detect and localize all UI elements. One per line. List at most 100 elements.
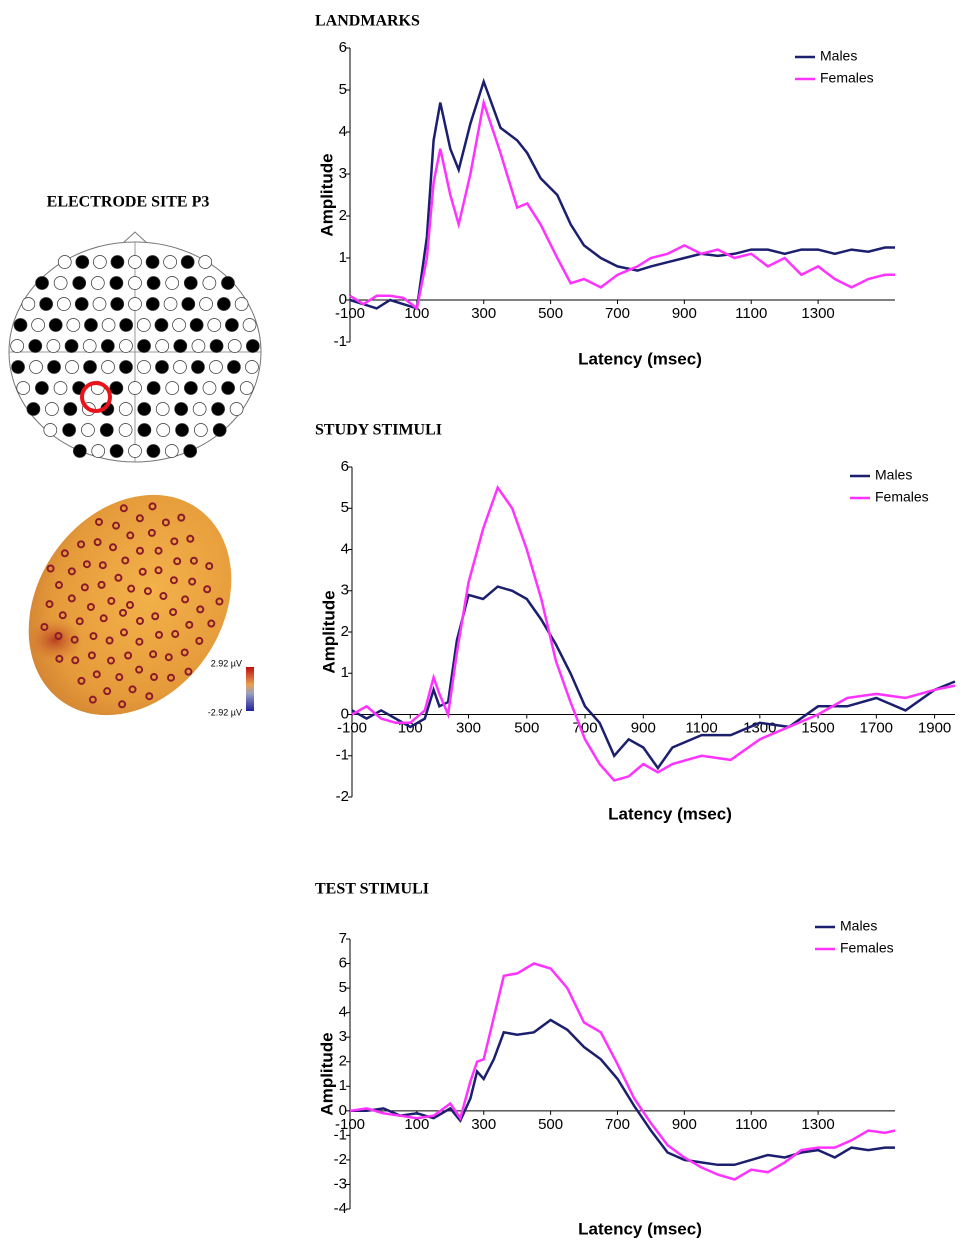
electrode bbox=[64, 403, 77, 416]
x-tick-label: 700 bbox=[605, 1116, 630, 1133]
electrode bbox=[155, 319, 168, 332]
electrode bbox=[102, 319, 115, 332]
electrode bbox=[110, 277, 123, 290]
electrode bbox=[14, 319, 27, 332]
electrode bbox=[102, 361, 115, 374]
y-tick-label: 2 bbox=[341, 623, 349, 640]
electrode bbox=[228, 340, 241, 353]
electrode bbox=[235, 298, 248, 311]
electrode bbox=[212, 403, 225, 416]
series-line bbox=[350, 103, 895, 309]
legend-label: Males bbox=[840, 918, 877, 934]
electrode bbox=[119, 340, 132, 353]
electrode bbox=[84, 361, 97, 374]
electrode bbox=[156, 340, 169, 353]
electrode bbox=[165, 445, 178, 458]
electrode bbox=[81, 424, 94, 437]
color-scale bbox=[246, 667, 254, 711]
electrode bbox=[36, 277, 49, 290]
electrode bbox=[54, 277, 67, 290]
y-tick-label: 5 bbox=[339, 979, 347, 996]
scale-max: 2.92 µV bbox=[211, 658, 242, 668]
electrode bbox=[240, 382, 253, 395]
electrode bbox=[174, 340, 187, 353]
x-tick-label: 500 bbox=[538, 305, 563, 322]
x-tick-label: 900 bbox=[631, 719, 656, 736]
electrode bbox=[164, 256, 177, 269]
y-axis-label: Amplitude bbox=[317, 153, 336, 236]
electrode bbox=[147, 277, 160, 290]
electrode bbox=[29, 340, 42, 353]
electrode bbox=[65, 340, 78, 353]
electrode bbox=[66, 361, 79, 374]
legend-label: Males bbox=[875, 467, 912, 483]
x-axis-label: Latency (msec) bbox=[578, 1219, 702, 1238]
electrode bbox=[73, 277, 86, 290]
electrode bbox=[63, 424, 76, 437]
x-tick-label: 1700 bbox=[860, 719, 893, 736]
y-tick-label: 6 bbox=[341, 458, 349, 475]
x-tick-label: 900 bbox=[672, 1116, 697, 1133]
electrode bbox=[157, 424, 170, 437]
x-tick-label: 700 bbox=[605, 305, 630, 322]
chart-title: LANDMARKS bbox=[315, 13, 420, 30]
electrode bbox=[45, 403, 58, 416]
electrode bbox=[83, 340, 96, 353]
electrode bbox=[181, 256, 194, 269]
electrode bbox=[67, 319, 80, 332]
series-line bbox=[352, 587, 955, 769]
electrode bbox=[91, 277, 104, 290]
x-tick-label: -100 bbox=[335, 305, 365, 322]
x-axis-label: Latency (msec) bbox=[578, 349, 702, 368]
electrode bbox=[213, 424, 226, 437]
electrode bbox=[44, 424, 57, 437]
electrode bbox=[184, 382, 197, 395]
electrode bbox=[76, 256, 89, 269]
electrode bbox=[110, 382, 123, 395]
electrode bbox=[176, 424, 189, 437]
y-tick-label: -2 bbox=[334, 1151, 347, 1168]
x-tick-label: -100 bbox=[337, 719, 367, 736]
legend-label: Females bbox=[840, 940, 894, 956]
electrode bbox=[155, 361, 168, 374]
electrode bbox=[210, 340, 223, 353]
electrode bbox=[147, 382, 160, 395]
electrode bbox=[129, 277, 142, 290]
electrode bbox=[209, 361, 222, 374]
x-tick-label: 1300 bbox=[801, 1116, 834, 1133]
electrode bbox=[35, 382, 48, 395]
electrode bbox=[173, 361, 186, 374]
chart-title: TEST STIMULI bbox=[315, 881, 429, 898]
y-tick-label: 1 bbox=[341, 664, 349, 681]
electrode bbox=[246, 340, 259, 353]
legend-label: Females bbox=[875, 489, 929, 505]
x-tick-label: 300 bbox=[471, 1116, 496, 1133]
electrode bbox=[111, 298, 124, 311]
x-tick-label: 900 bbox=[672, 305, 697, 322]
electrode bbox=[225, 319, 238, 332]
electrode bbox=[146, 256, 159, 269]
electrode bbox=[120, 319, 133, 332]
electrode bbox=[73, 445, 86, 458]
electrode bbox=[17, 382, 30, 395]
x-tick-label: 700 bbox=[573, 719, 598, 736]
electrode bbox=[30, 361, 43, 374]
electrode bbox=[93, 256, 106, 269]
x-tick-label: 1100 bbox=[735, 1116, 767, 1133]
y-tick-label: 6 bbox=[339, 39, 347, 56]
y-tick-label: 6 bbox=[339, 955, 347, 972]
y-tick-label: 2 bbox=[339, 1053, 347, 1070]
electrode bbox=[138, 403, 151, 416]
electrode bbox=[138, 340, 151, 353]
electrode bbox=[58, 256, 71, 269]
y-tick-label: 1 bbox=[339, 249, 347, 266]
electrode bbox=[129, 445, 142, 458]
electrode bbox=[120, 361, 133, 374]
electrode bbox=[100, 424, 113, 437]
electrode bbox=[208, 319, 221, 332]
y-axis-label: Amplitude bbox=[319, 590, 338, 673]
y-tick-label: 3 bbox=[339, 1028, 347, 1045]
electrode bbox=[230, 403, 243, 416]
electrode bbox=[32, 319, 45, 332]
electrode bbox=[57, 298, 70, 311]
